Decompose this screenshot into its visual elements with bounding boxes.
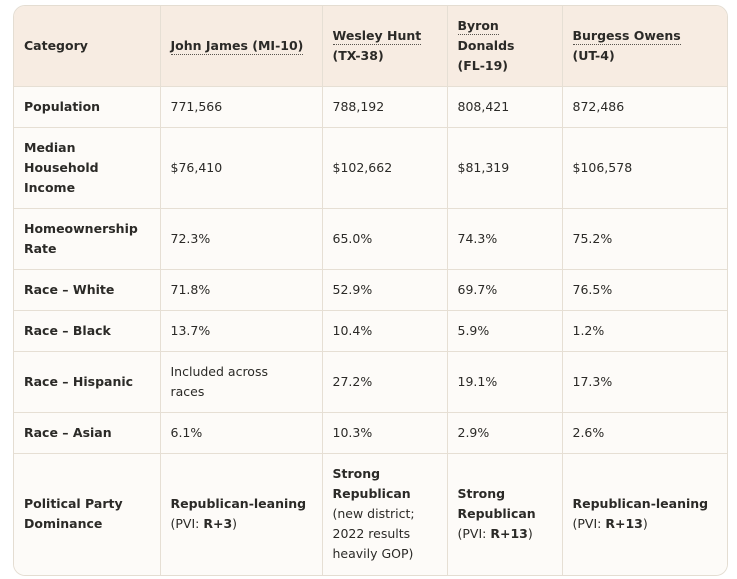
table-row: Homeownership Rate 72.3% 65.0% 74.3% 75.… — [14, 208, 727, 270]
row-label: Race – Black — [14, 310, 161, 352]
table-cell: 788,192 — [322, 86, 448, 128]
table-cell: $106,578 — [562, 127, 727, 209]
table-cell: $76,410 — [160, 127, 323, 209]
header-district: (UT-4) — [572, 48, 615, 63]
header-john-james[interactable]: John James (MI-10) — [160, 6, 323, 87]
row-label: Race – Hispanic — [14, 351, 161, 413]
row-label: Population — [14, 86, 161, 128]
header-byron-donalds[interactable]: Byron Donalds (FL-19) — [447, 6, 563, 87]
table-row: Population 771,566 788,192 808,421 872,4… — [14, 86, 727, 128]
header-name-line2: Donalds — [457, 38, 515, 53]
table-cell: 74.3% — [447, 208, 563, 270]
demographics-table: Category John James (MI-10) Wesley Hunt … — [14, 6, 727, 575]
table-cell: 5.9% — [447, 310, 563, 352]
table-cell: 808,421 — [447, 86, 563, 128]
row-label: Race – Asian — [14, 412, 161, 454]
table-cell: 1.2% — [562, 310, 727, 352]
table-row: Median Household Income $76,410 $102,662… — [14, 127, 727, 209]
table-cell: Included across races — [160, 351, 323, 413]
table-cell: 27.2% — [322, 351, 448, 413]
header-category: Category — [14, 6, 161, 87]
header-district: (TX-38) — [332, 48, 384, 63]
header-name[interactable]: Burgess Owens — [572, 28, 681, 45]
table-cell: $102,662 — [322, 127, 448, 209]
header-row: Category John James (MI-10) Wesley Hunt … — [14, 6, 727, 87]
header-wesley-hunt[interactable]: Wesley Hunt (TX-38) — [322, 6, 448, 87]
table-cell: 69.7% — [447, 269, 563, 311]
table-row: Race – White 71.8% 52.9% 69.7% 76.5% — [14, 269, 727, 311]
table-row: Political Party Dominance Republican-lea… — [14, 453, 727, 575]
table-cell: 71.8% — [160, 269, 323, 311]
header-burgess-owens[interactable]: Burgess Owens (UT-4) — [562, 6, 727, 87]
table-cell: 2.6% — [562, 412, 727, 454]
header-name[interactable]: John James (MI-10) — [170, 38, 304, 55]
table-cell: 13.7% — [160, 310, 323, 352]
header-name[interactable]: Wesley Hunt — [332, 28, 422, 45]
table-cell: 771,566 — [160, 86, 323, 128]
table-cell: 2.9% — [447, 412, 563, 454]
table-row: Race – Black 13.7% 10.4% 5.9% 1.2% — [14, 310, 727, 352]
row-label: Median Household Income — [14, 127, 161, 209]
table-cell: 75.2% — [562, 208, 727, 270]
table-cell: 65.0% — [322, 208, 448, 270]
table-cell: 72.3% — [160, 208, 323, 270]
table-cell: 10.3% — [322, 412, 448, 454]
table-cell: $81,319 — [447, 127, 563, 209]
table-cell: Strong Republican (PVI: R+13) — [447, 453, 563, 575]
row-label: Political Party Dominance — [14, 453, 161, 575]
row-label: Homeownership Rate — [14, 208, 161, 270]
table-cell: 872,486 — [562, 86, 727, 128]
table-cell: 76.5% — [562, 269, 727, 311]
table-cell: Strong Republican (new district; 2022 re… — [322, 453, 448, 575]
demographics-table-container: Category John James (MI-10) Wesley Hunt … — [13, 5, 728, 576]
table-cell: Republican-leaning (PVI: R+13) — [562, 453, 727, 575]
header-name[interactable]: Byron — [457, 18, 499, 35]
row-label: Race – White — [14, 269, 161, 311]
table-cell: 10.4% — [322, 310, 448, 352]
table-cell: 6.1% — [160, 412, 323, 454]
header-district: (FL-19) — [457, 58, 509, 73]
table-cell: 19.1% — [447, 351, 563, 413]
table-cell: 52.9% — [322, 269, 448, 311]
table-cell: Republican-leaning (PVI: R+3) — [160, 453, 323, 575]
table-row: Race – Hispanic Included across races 27… — [14, 351, 727, 413]
table-row: Race – Asian 6.1% 10.3% 2.9% 2.6% — [14, 412, 727, 454]
table-cell: 17.3% — [562, 351, 727, 413]
